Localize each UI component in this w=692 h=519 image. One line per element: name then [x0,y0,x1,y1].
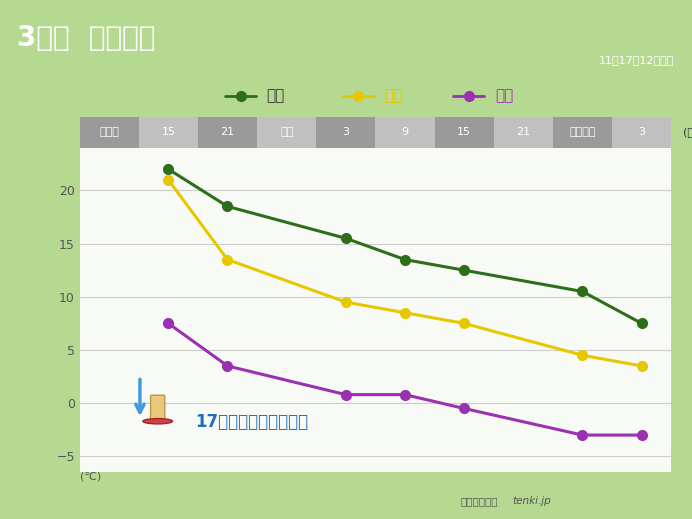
Text: 3都市  予想気温: 3都市 予想気温 [17,24,156,51]
Text: 3: 3 [638,127,645,138]
Bar [375,117,435,148]
Text: 15: 15 [457,127,471,138]
Text: (時): (時) [683,127,692,138]
Text: あす: あす [280,127,293,138]
Text: 11月17日12時発表: 11月17日12時発表 [599,55,675,65]
Bar [257,117,316,148]
Text: きょう: きょう [99,127,119,138]
Bar [435,117,494,148]
Text: あさって: あさって [570,127,596,138]
Text: 17日夕方～気温急降下: 17日夕方～気温急降下 [195,413,308,431]
Bar [138,117,198,148]
Bar [612,117,671,148]
Text: 3: 3 [343,127,349,138]
Bar [198,117,257,148]
Text: 9: 9 [401,127,408,138]
FancyBboxPatch shape [151,395,165,422]
Text: 15: 15 [161,127,175,138]
Bar [553,117,612,148]
Circle shape [143,419,172,424]
Text: tenki.jp: tenki.jp [512,496,551,506]
Bar [80,117,138,148]
Text: 21: 21 [516,127,530,138]
Text: 札幌: 札幌 [495,89,513,103]
Text: 日本気象協会: 日本気象協会 [461,496,498,506]
Bar [316,117,375,148]
Text: 仙台: 仙台 [384,89,402,103]
Text: (℃): (℃) [80,471,101,481]
Text: 21: 21 [221,127,235,138]
Bar [493,117,553,148]
Text: 東京: 東京 [266,89,284,103]
